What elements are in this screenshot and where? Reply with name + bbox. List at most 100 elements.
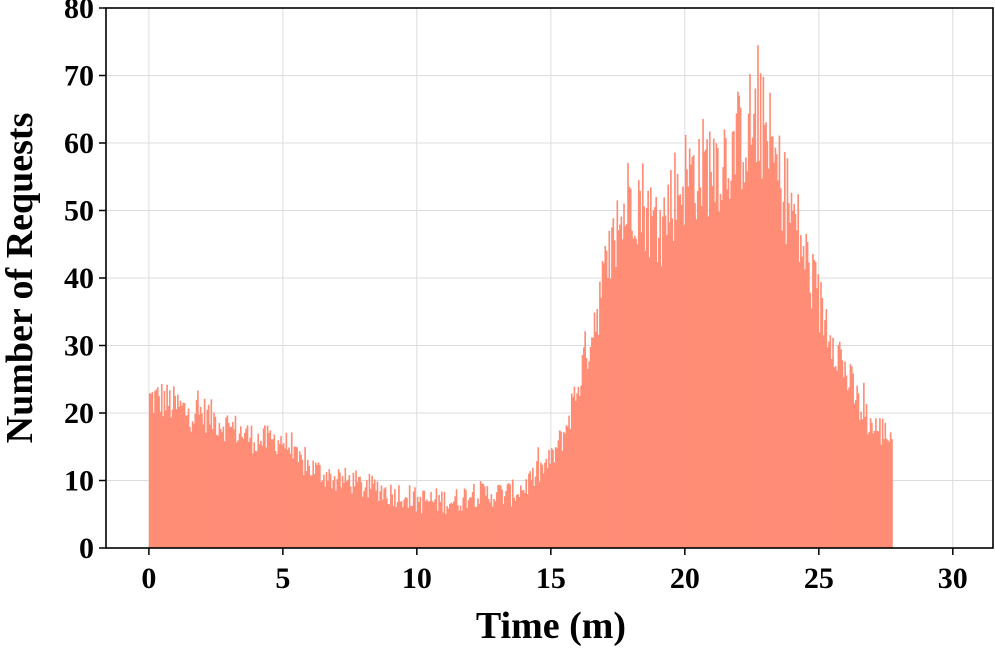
histogram-bar	[344, 467, 347, 548]
histogram-bar	[548, 449, 550, 548]
histogram-bar	[836, 370, 838, 548]
histogram-bar	[365, 480, 368, 548]
x-tick-label: 30	[938, 562, 968, 595]
histogram-bar	[281, 444, 284, 548]
histogram-bar	[335, 490, 337, 548]
histogram-bar	[311, 475, 313, 548]
histogram-bar	[522, 489, 525, 548]
histogram-bar	[292, 458, 294, 548]
histogram-bar	[867, 434, 869, 548]
histogram-bar	[576, 393, 578, 548]
histogram-bar	[857, 393, 860, 548]
histogram-bar	[205, 432, 207, 548]
histogram-bar	[712, 138, 715, 549]
histogram-bar	[398, 485, 400, 548]
histogram-bar	[506, 484, 509, 548]
histogram-bar	[284, 448, 286, 548]
histogram-bar	[710, 171, 712, 549]
histogram-bar	[609, 278, 612, 548]
histogram-bar	[818, 332, 821, 548]
histogram-bar	[498, 484, 501, 548]
histogram-bar	[692, 155, 695, 548]
histogram-bar	[499, 485, 502, 548]
histogram-bar	[826, 347, 829, 548]
histogram-bar	[432, 502, 435, 548]
y-tick-label: 40	[64, 262, 94, 295]
histogram-bar	[182, 402, 185, 548]
histogram-bar	[564, 433, 566, 548]
histogram-bar	[518, 497, 521, 548]
histogram-bar	[382, 499, 384, 548]
histogram-bar	[233, 429, 235, 548]
histogram-bar	[621, 239, 624, 548]
histogram-bar	[691, 156, 694, 548]
histogram-bar	[741, 189, 743, 548]
x-tick-label: 0	[141, 562, 156, 595]
histogram-bar	[481, 483, 483, 548]
histogram-bar	[525, 479, 528, 548]
histogram-bar	[419, 496, 422, 548]
histogram-bar	[181, 405, 183, 548]
histogram-bar	[782, 201, 785, 549]
histogram-bar	[400, 501, 403, 548]
histogram-bar	[372, 483, 375, 548]
histogram-bar	[215, 434, 218, 548]
histogram-bar	[357, 476, 360, 548]
histogram-bar	[809, 292, 812, 548]
histogram-bar	[457, 505, 459, 548]
histogram-bar	[633, 235, 636, 548]
histogram-bar	[162, 415, 164, 548]
histogram-bar	[737, 91, 739, 548]
histogram-bar	[198, 414, 201, 548]
histogram-bar	[248, 441, 250, 548]
histogram-bar	[587, 369, 589, 548]
histogram-bar	[846, 390, 849, 548]
histogram-bar	[790, 192, 793, 548]
histogram-bar	[766, 141, 769, 548]
histogram-bar	[439, 501, 442, 548]
histogram-bar	[588, 361, 590, 548]
histogram-bar	[854, 400, 857, 548]
histogram-bar	[550, 448, 553, 548]
histogram-bar	[250, 425, 253, 548]
histogram-bar	[607, 278, 609, 548]
histogram-bar	[174, 395, 176, 548]
histogram-bar	[641, 163, 644, 548]
histogram-bar	[509, 484, 511, 548]
histogram-bar	[461, 511, 463, 548]
histogram-bar	[848, 387, 850, 548]
histogram-bar	[265, 447, 268, 548]
histogram-bar	[814, 261, 817, 548]
histogram-bar	[422, 490, 424, 548]
histogram-bar	[171, 409, 174, 548]
y-tick-label: 50	[64, 195, 94, 228]
histogram-bar	[301, 459, 304, 548]
histogram-bar	[663, 197, 666, 549]
histogram-bar	[278, 444, 281, 548]
histogram-bar	[285, 432, 288, 548]
histogram-bar	[369, 488, 372, 548]
histogram-bar	[706, 139, 708, 548]
histogram-bar	[644, 250, 647, 549]
histogram-bar	[172, 386, 175, 548]
histogram-bar	[542, 473, 545, 548]
histogram-bar	[891, 439, 893, 548]
histogram-bar	[470, 497, 473, 548]
histogram-bar	[856, 385, 858, 548]
histogram-bar	[355, 470, 357, 548]
histogram-bar	[690, 164, 692, 548]
histogram-bar	[514, 500, 517, 548]
histogram-bar	[645, 208, 648, 548]
histogram-bar	[844, 361, 846, 548]
histogram-bar	[683, 224, 686, 548]
histogram-bar	[368, 473, 371, 548]
histogram-bar	[450, 502, 452, 548]
histogram-bar	[864, 416, 867, 548]
histogram-bar	[556, 448, 558, 548]
histogram-bar	[388, 504, 391, 548]
histogram-bar	[438, 495, 440, 548]
histogram-bar	[786, 158, 789, 548]
histogram-bar	[274, 450, 277, 548]
histogram-bar	[832, 337, 834, 548]
